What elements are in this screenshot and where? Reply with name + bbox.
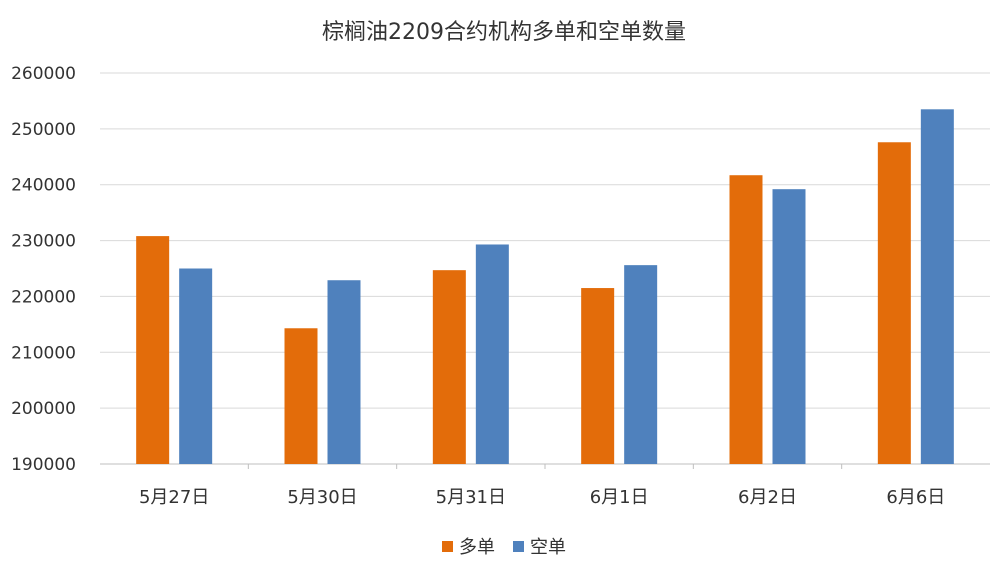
- chart-legend: 多单 空单: [0, 533, 1008, 559]
- bar-short: [179, 268, 213, 464]
- bar-long: [432, 270, 466, 464]
- y-tick-label: 200000: [11, 399, 76, 419]
- x-tick-label: 6月1日: [590, 487, 649, 508]
- bar-long: [136, 236, 170, 464]
- y-tick-label: 190000: [11, 455, 76, 475]
- bar-short: [327, 280, 361, 464]
- y-tick-label: 260000: [11, 64, 76, 84]
- x-tick-label: 6月2日: [738, 487, 797, 508]
- y-tick-label: 210000: [11, 343, 76, 363]
- legend-item-long: 多单: [442, 533, 495, 559]
- bar-short: [772, 189, 806, 464]
- legend-swatch-short: [513, 540, 524, 552]
- legend-label-short: 空单: [530, 537, 566, 558]
- y-tick-label: 230000: [11, 232, 76, 252]
- bar-short: [624, 265, 658, 464]
- bar-long: [581, 288, 615, 464]
- legend-item-short: 空单: [513, 533, 566, 559]
- x-tick-label: 6月6日: [886, 487, 945, 508]
- bar-long: [284, 328, 318, 464]
- bar-long: [877, 142, 911, 464]
- legend-swatch-long: [442, 540, 453, 552]
- chart-title: 棕榈油2209合约机构多单和空单数量: [322, 20, 686, 45]
- x-tick-label: 5月27日: [139, 487, 209, 508]
- y-tick-label: 220000: [11, 287, 76, 307]
- bar-short: [920, 109, 954, 465]
- bar-long: [729, 175, 763, 464]
- y-tick-label: 250000: [11, 120, 76, 140]
- y-tick-label: 240000: [11, 176, 76, 196]
- x-tick-label: 5月30日: [287, 487, 357, 508]
- bar-short: [475, 244, 509, 464]
- legend-label-long: 多单: [459, 537, 495, 558]
- x-tick-label: 5月31日: [436, 487, 506, 508]
